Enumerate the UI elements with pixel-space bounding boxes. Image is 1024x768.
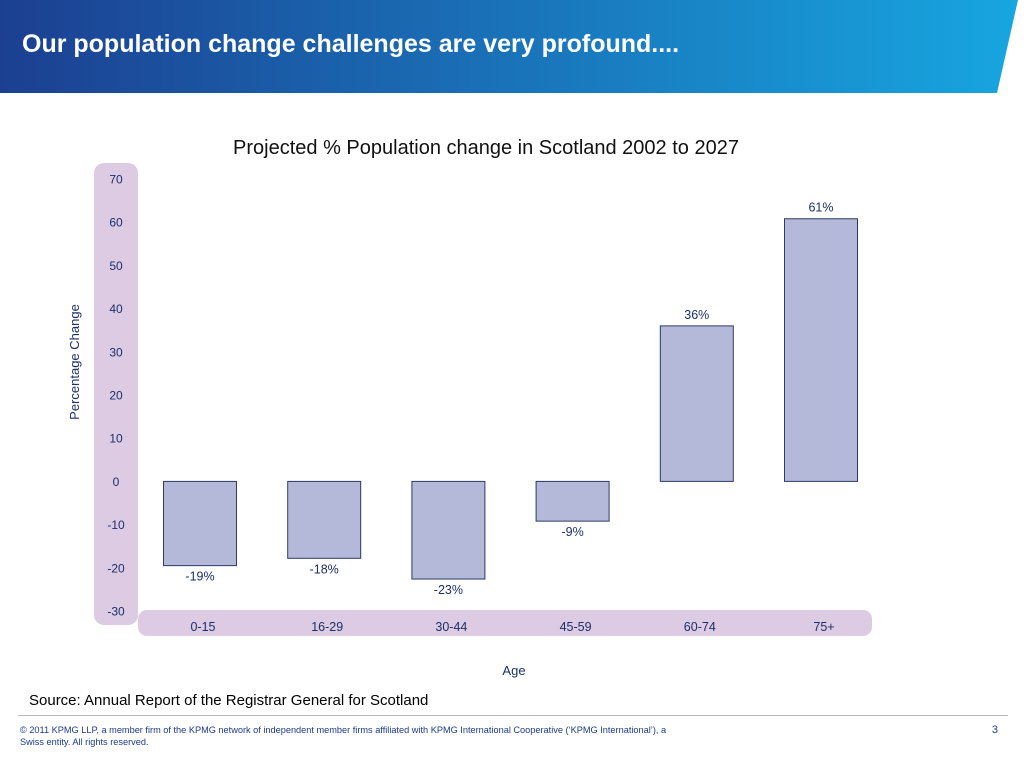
bar-16-29 — [287, 480, 362, 559]
category-label: 16-29 — [311, 620, 343, 634]
bar-0-15 — [163, 480, 237, 567]
bars — [163, 218, 858, 580]
y-tick-label: 30 — [109, 345, 123, 359]
bar-60-74 — [659, 325, 734, 482]
category-label: 0-15 — [190, 620, 215, 634]
copyright-notice: © 2011 KPMG LLP, a member firm of the KP… — [20, 725, 667, 747]
bar-45-59 — [535, 480, 610, 522]
y-tick-labels: 70 60 50 40 30 20 10 0 -10 -20 -30 — [107, 173, 125, 619]
bar-75+ — [784, 218, 858, 482]
y-tick-label: 0 — [113, 475, 120, 489]
y-tick-label: 70 — [109, 173, 123, 187]
data-label: -19% — [185, 570, 214, 584]
y-tick-label: 40 — [109, 302, 123, 316]
chart-title: Projected % Population change in Scotlan… — [233, 137, 739, 159]
data-label: -18% — [310, 562, 339, 576]
data-label: 61% — [808, 201, 833, 215]
data-label: -9% — [561, 525, 583, 539]
y-tick-label: 10 — [109, 432, 123, 446]
x-axis-band — [138, 610, 872, 636]
y-tick-label: 50 — [109, 259, 123, 273]
category-label: 75+ — [813, 620, 834, 634]
y-tick-label: 20 — [109, 389, 123, 403]
header-band-shape — [0, 0, 1018, 93]
y-tick-label: -10 — [107, 518, 125, 532]
data-labels: -19% -18% -23% -9% 36% 61% — [185, 201, 833, 597]
data-label: -23% — [434, 583, 463, 597]
y-tick-label: -30 — [107, 605, 125, 619]
y-axis-title: Percentage Change — [67, 304, 82, 420]
footer-divider — [18, 715, 1008, 716]
data-label: 36% — [684, 308, 709, 322]
x-axis-title: Age — [502, 663, 525, 678]
source-note: Source: Annual Report of the Registrar G… — [29, 692, 429, 709]
bar-30-44 — [411, 480, 486, 580]
category-label: 60-74 — [684, 620, 716, 634]
y-tick-label: 60 — [109, 216, 123, 230]
category-labels: 0-15 16-29 30-44 45-59 60-74 75+ — [190, 620, 834, 634]
slide-title: Our population change challenges are ver… — [22, 30, 680, 58]
y-tick-label: -20 — [107, 561, 125, 575]
category-label: 30-44 — [435, 620, 467, 634]
category-label: 45-59 — [560, 620, 592, 634]
header-banner — [0, 0, 1018, 93]
page-number: 3 — [991, 724, 998, 736]
y-axis-band — [94, 163, 138, 625]
